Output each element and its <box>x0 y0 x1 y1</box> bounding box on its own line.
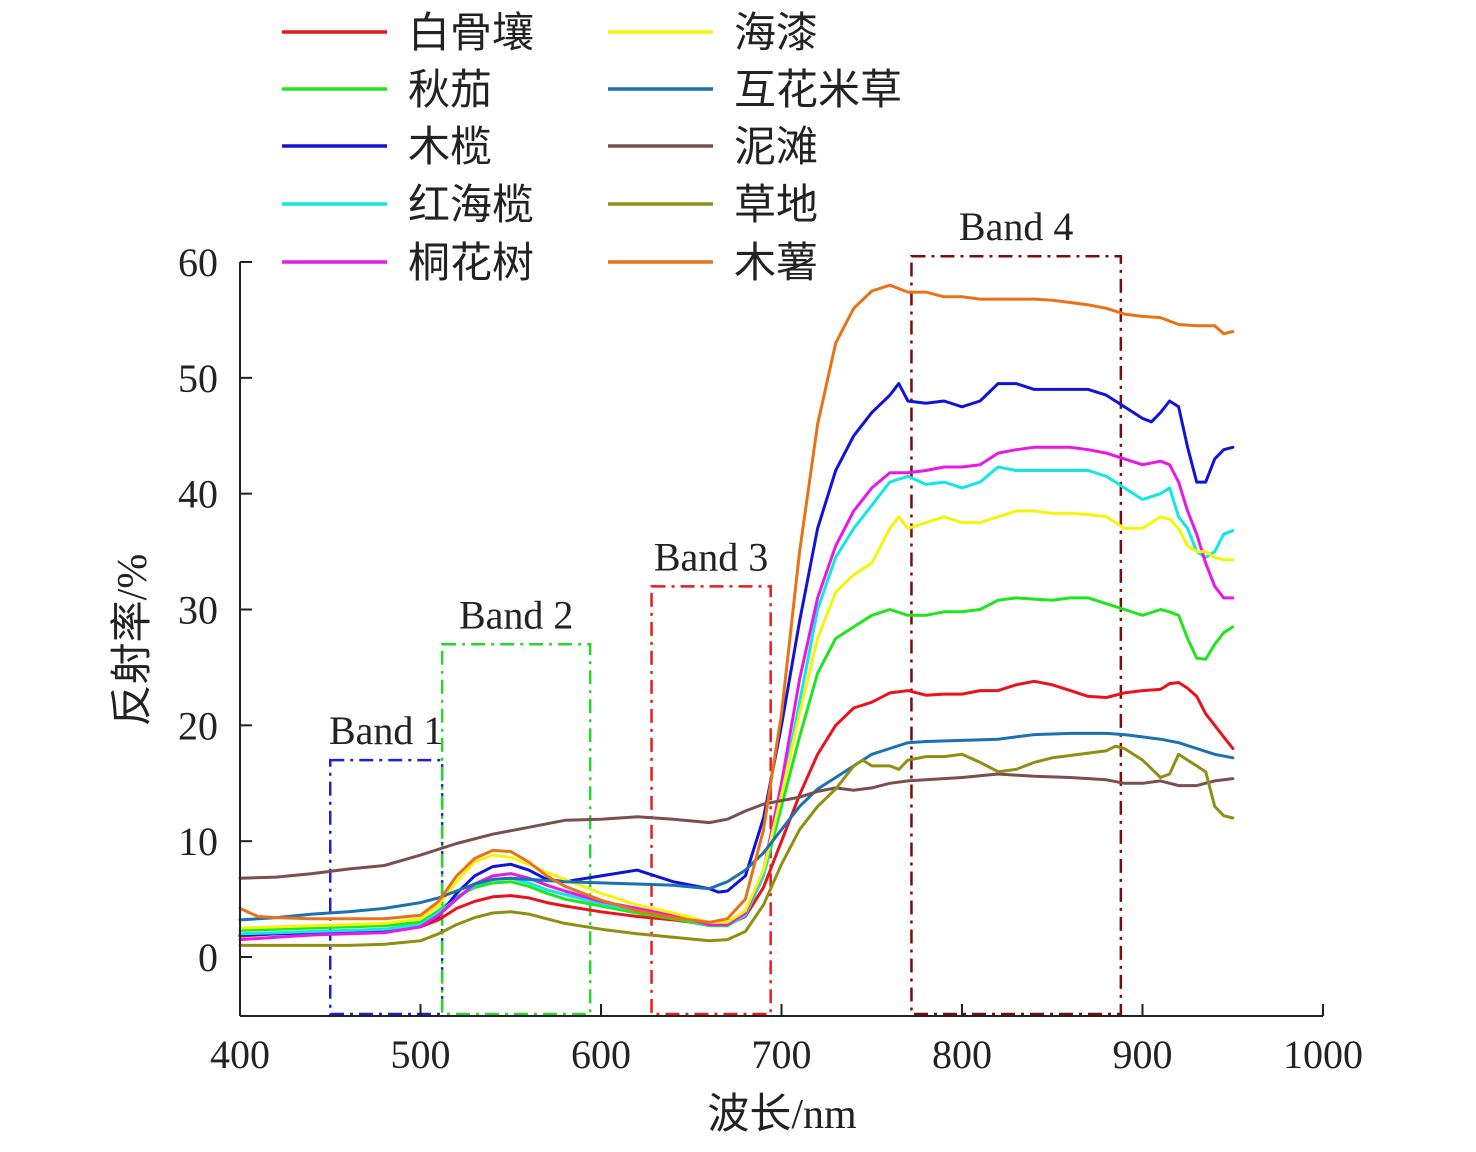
x-tick-label: 800 <box>932 1032 992 1077</box>
legend-label: 红海榄 <box>408 183 534 229</box>
series-line <box>238 744 1235 947</box>
band-label: Band 2 <box>459 592 573 637</box>
y-tick-label: 60 <box>178 240 218 285</box>
ticks: 400 500 600 700 800 900 1000 0 10 20 30 40 50 60 <box>178 240 1363 1077</box>
series-line <box>238 679 1235 938</box>
band-box <box>910 254 1123 1016</box>
y-tick-label: 50 <box>178 356 218 401</box>
band-box <box>650 585 772 1016</box>
legend-label: 秋茄 <box>408 68 492 114</box>
x-tick-label: 600 <box>571 1032 631 1077</box>
y-tick-label: 0 <box>198 935 218 980</box>
x-tick-label: 1000 <box>1283 1032 1363 1077</box>
band-label: Band 3 <box>654 534 768 579</box>
x-axis-title: 波长/nm <box>707 1092 857 1138</box>
series-line <box>238 509 1235 930</box>
y-tick-label: 30 <box>178 588 218 633</box>
band-box <box>440 643 592 1016</box>
series-lines <box>238 283 1235 947</box>
x-tick-label: 500 <box>391 1032 451 1077</box>
y-tick-label: 20 <box>178 703 218 748</box>
series-line <box>238 731 1235 922</box>
legend-label: 桐花树 <box>408 241 534 287</box>
series-line <box>238 596 1235 932</box>
legend-label: 海漆 <box>734 11 818 57</box>
series-line <box>238 283 1235 924</box>
x-tick-label: 400 <box>210 1032 270 1077</box>
band-labels: Band 1 Band 2 Band 3 Band 4 <box>329 204 1073 753</box>
band-boxes <box>329 254 1123 1016</box>
band-box <box>329 758 444 1016</box>
y-tick-label: 40 <box>178 472 218 517</box>
y-axis-title: 反射率/% <box>109 554 156 727</box>
x-tick-label: 900 <box>1113 1032 1173 1077</box>
legend-label: 草地 <box>734 183 818 229</box>
legend-label: 木薯 <box>734 241 818 287</box>
y-tick-label: 10 <box>178 819 218 864</box>
legend-label: 泥滩 <box>734 125 818 171</box>
x-tick-label: 700 <box>752 1032 812 1077</box>
series-line <box>238 772 1235 880</box>
band-label: Band 4 <box>959 204 1073 249</box>
legend-label: 白骨壤 <box>408 10 534 57</box>
legend-label: 木榄 <box>408 125 492 171</box>
legend-label: 互花米草 <box>734 68 902 114</box>
band-label: Band 1 <box>329 708 443 753</box>
axes <box>239 262 1323 1017</box>
series-line <box>238 382 1235 937</box>
